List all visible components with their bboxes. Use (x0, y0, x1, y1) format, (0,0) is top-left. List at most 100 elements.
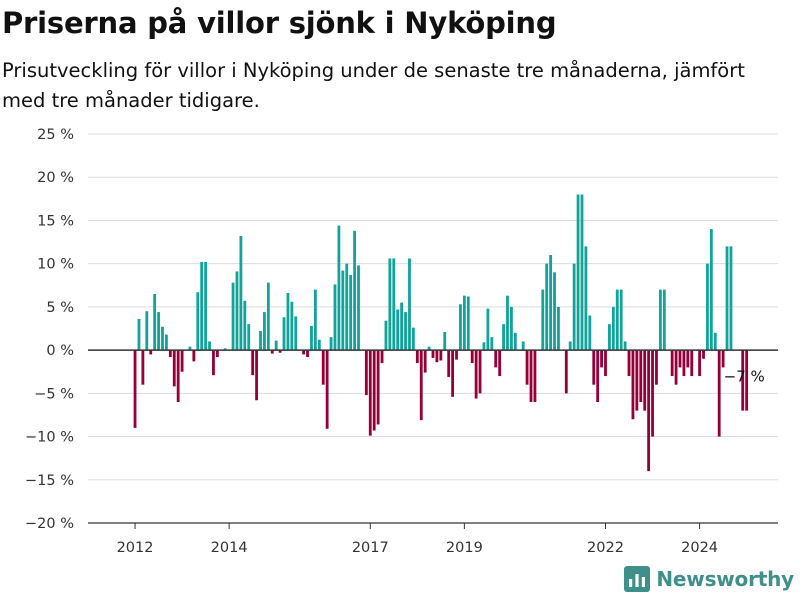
bar (506, 295, 509, 351)
bar (439, 350, 443, 361)
bar (639, 350, 643, 402)
bar (251, 350, 255, 376)
bar (482, 342, 486, 351)
bar (713, 332, 717, 351)
bar (286, 293, 290, 351)
bar (161, 326, 164, 351)
y-tick-label: 15 % (37, 213, 74, 229)
bar (490, 337, 494, 351)
bar (717, 350, 721, 437)
bar (592, 350, 596, 385)
bar (470, 350, 474, 364)
bar (384, 320, 388, 351)
bar (729, 246, 733, 351)
bar (321, 350, 325, 385)
bar (576, 194, 580, 351)
bar (588, 315, 592, 351)
bar (486, 308, 490, 351)
bar (741, 350, 745, 411)
bar (658, 289, 662, 351)
bar (674, 350, 678, 385)
bar (157, 312, 160, 351)
bar (431, 350, 435, 358)
bar (231, 282, 235, 351)
bar (427, 346, 431, 351)
bar (596, 350, 600, 402)
x-tick-label: 2017 (352, 540, 389, 556)
bar (282, 317, 286, 351)
bar (690, 350, 694, 377)
newsworthy-logo: Newsworthy (624, 566, 794, 592)
bar (455, 350, 458, 360)
bar (423, 350, 427, 373)
bar (702, 350, 705, 359)
y-tick-label: 0 % (46, 343, 74, 359)
bar (333, 284, 337, 351)
bar (623, 341, 627, 351)
bar (745, 350, 749, 411)
bar (459, 304, 462, 351)
bar (411, 327, 415, 351)
bar (698, 350, 701, 377)
bar (310, 325, 313, 351)
bar (168, 350, 172, 358)
bar (553, 272, 556, 351)
bar (153, 293, 157, 351)
bar (137, 318, 141, 351)
bar (584, 246, 588, 351)
bar (380, 350, 384, 364)
bar (502, 324, 505, 351)
bar (376, 350, 380, 425)
bar (545, 263, 549, 351)
bar-series (133, 194, 749, 472)
bar (478, 350, 482, 394)
bar (447, 350, 451, 377)
bar (627, 350, 631, 377)
bar (655, 350, 658, 385)
bar (635, 350, 639, 411)
bar (725, 246, 729, 351)
bar (364, 350, 368, 396)
bar (494, 350, 498, 368)
bar (474, 350, 478, 399)
bar (462, 295, 466, 351)
bar (290, 301, 294, 351)
bar (353, 230, 356, 351)
bar (435, 350, 439, 363)
bar (215, 350, 219, 358)
chart-subtitle: Prisutveckling för villor i Nyköping und… (2, 59, 745, 112)
bar (239, 236, 243, 351)
bar (176, 350, 180, 402)
y-tick-label: 20 % (37, 170, 74, 186)
bar (274, 340, 278, 351)
bar (549, 255, 553, 351)
y-tick-label: −10 % (25, 430, 74, 446)
bar (678, 350, 682, 368)
bar (270, 350, 274, 354)
bar (709, 229, 713, 351)
bar (643, 350, 647, 411)
bar (604, 350, 607, 377)
bar (357, 265, 360, 351)
gridlines (88, 133, 778, 524)
chart-title: Priserna på villor sjönk i Nyköping (2, 6, 557, 40)
bar (631, 350, 635, 420)
tick-labels: 25 % 20 % 15 % 10 % 5 % 0 % −5 % −10 % −15 % −20 … (25, 127, 765, 556)
bar (149, 350, 153, 355)
bar (204, 261, 208, 351)
axes (88, 349, 778, 529)
bar (651, 350, 654, 437)
bar (337, 225, 341, 351)
bar (564, 350, 568, 394)
bar (513, 332, 517, 351)
y-tick-label: 25 % (37, 127, 74, 143)
bar (400, 302, 404, 351)
bar (345, 263, 349, 351)
bar (266, 282, 270, 351)
bar (141, 350, 145, 385)
bar (372, 350, 376, 431)
bar (415, 350, 419, 364)
bar (329, 337, 333, 351)
bar (255, 350, 258, 401)
